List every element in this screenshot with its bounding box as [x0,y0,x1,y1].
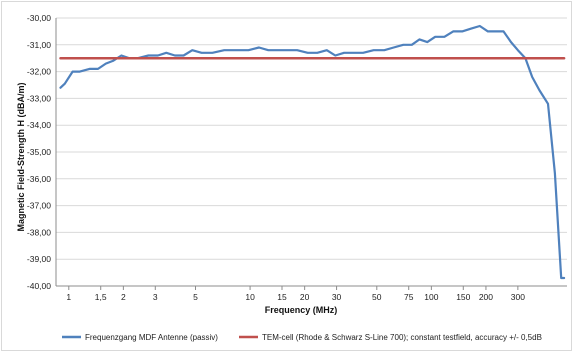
x-tick-label: 1 [66,292,71,302]
x-tick-label: 300 [511,292,525,302]
x-tick-label: 50 [372,292,382,302]
series-lines [59,24,566,280]
y-tick-label: -39,00 [27,254,51,264]
gridlines [56,17,567,287]
y-tick-label: -34,00 [27,120,51,130]
y-tick-label: -32,00 [27,67,51,77]
x-tick-label: 10 [245,292,255,302]
tick-labels: -30,00 -31,00 -32,00 -33,00 -34,00 -35,00 -36,… [27,13,525,302]
y-tick-label: -33,00 [27,93,51,103]
x-tick-label: 1,5 [95,292,107,302]
x-tick-label: 30 [332,292,342,302]
y-tick-label: -38,00 [27,227,51,237]
x-tick-label: 100 [424,292,438,302]
x-tick-label: 3 [153,292,158,302]
y-tick-label: -35,00 [27,147,51,157]
y-tick-label: -30,00 [27,13,51,23]
legend: Frequenzgang MDF Antenne (passiv) TEM-cel… [62,333,542,342]
legend-label: Frequenzgang MDF Antenne (passiv) [85,333,218,342]
y-tick-label: -37,00 [27,201,51,211]
x-tick-label: 200 [479,292,493,302]
y-tick-label: -31,00 [27,40,51,50]
x-tick-label: 15 [277,292,287,302]
y-tick-label: -36,00 [27,174,51,184]
axes [55,18,567,290]
x-tick-label: 75 [404,292,414,302]
y-tick-label: -40,00 [27,281,51,291]
x-tick-label: 5 [193,292,198,302]
x-tick-label: 20 [300,292,310,302]
x-tick-label: 2 [121,292,126,302]
y-axis-title: Magnetic Field-Strength H (dBA/m) [16,83,26,232]
legend-label: TEM-cell (Rhode & Schwarz S-Line 700); c… [262,333,542,342]
x-tick-label: 150 [456,292,470,302]
x-axis-title: Frequency (MHz) [265,305,338,315]
